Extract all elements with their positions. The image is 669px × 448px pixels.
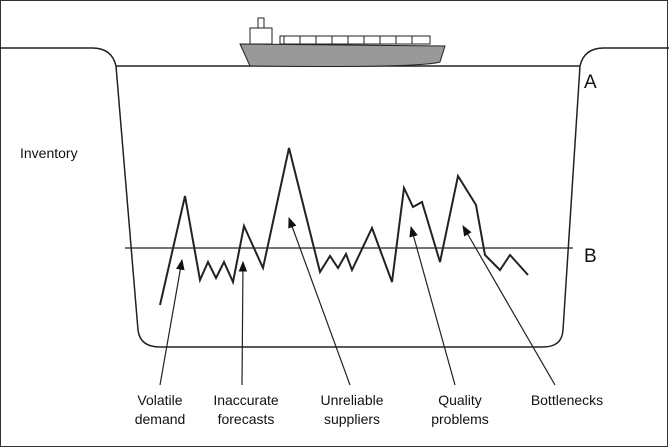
cause-label: Volatile: [137, 392, 182, 408]
page: {"labels": {"inventory": "Inventory", "l…: [0, 0, 669, 448]
cause-label: forecasts: [218, 411, 275, 427]
cause-labels: Volatile demand Inaccurate forecasts Unrelia…: [135, 392, 603, 427]
cause-label: Quality: [438, 392, 482, 408]
cause-label: demand: [135, 411, 186, 427]
border: [1, 1, 668, 447]
arrows: [160, 218, 555, 385]
cause-label: suppliers: [324, 411, 380, 427]
level-b-label: B: [584, 246, 597, 267]
cause-label: Inaccurate: [213, 392, 279, 408]
level-a-label: A: [584, 72, 597, 93]
cause-label: Unreliable: [320, 392, 383, 408]
diagram: Inventory A B Volatile demand Inaccurate fo…: [0, 0, 669, 448]
inventory-label: Inventory: [20, 145, 78, 161]
tank: [0, 48, 669, 347]
inventory-line: [160, 148, 528, 305]
ship: [240, 18, 445, 67]
cause-label: problems: [431, 411, 489, 427]
cause-label: Bottlenecks: [531, 392, 603, 408]
